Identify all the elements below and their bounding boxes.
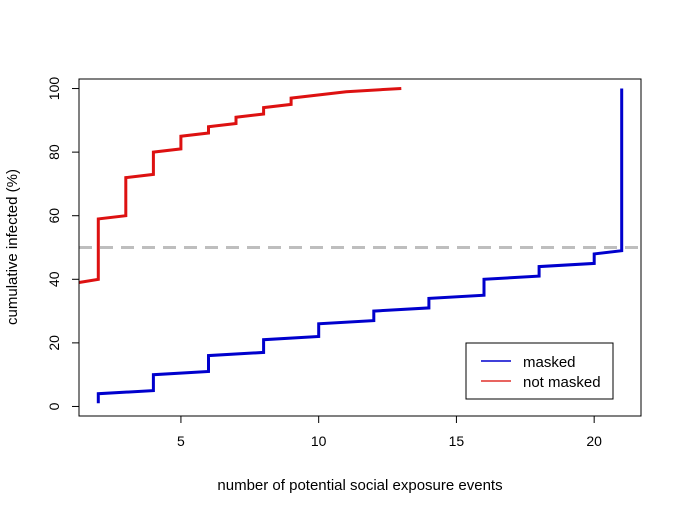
y-tick-label: 40	[46, 271, 62, 287]
legend-label-not-masked: not masked	[523, 374, 601, 391]
y-tick-label: 60	[46, 208, 62, 224]
series-line-masked	[96, 88, 624, 404]
x-tick-label: 10	[311, 433, 327, 449]
legend-label-masked: masked	[523, 354, 576, 371]
legend-box	[465, 342, 614, 400]
x-tick-label: 20	[586, 433, 602, 449]
y-tick-label: 100	[46, 77, 62, 101]
y-tick-label: 0	[46, 402, 62, 410]
x-tick-label: 5	[177, 433, 185, 449]
y-axis-title: cumulative infected (%)	[4, 169, 21, 325]
y-tick-label: 80	[46, 144, 62, 160]
y-tick-label: 20	[46, 335, 62, 351]
series-line-not-masked	[78, 87, 402, 284]
x-axis-title: number of potential social exposure even…	[217, 477, 502, 494]
x-tick-label: 15	[449, 433, 465, 449]
legend: masked not masked	[465, 342, 614, 400]
